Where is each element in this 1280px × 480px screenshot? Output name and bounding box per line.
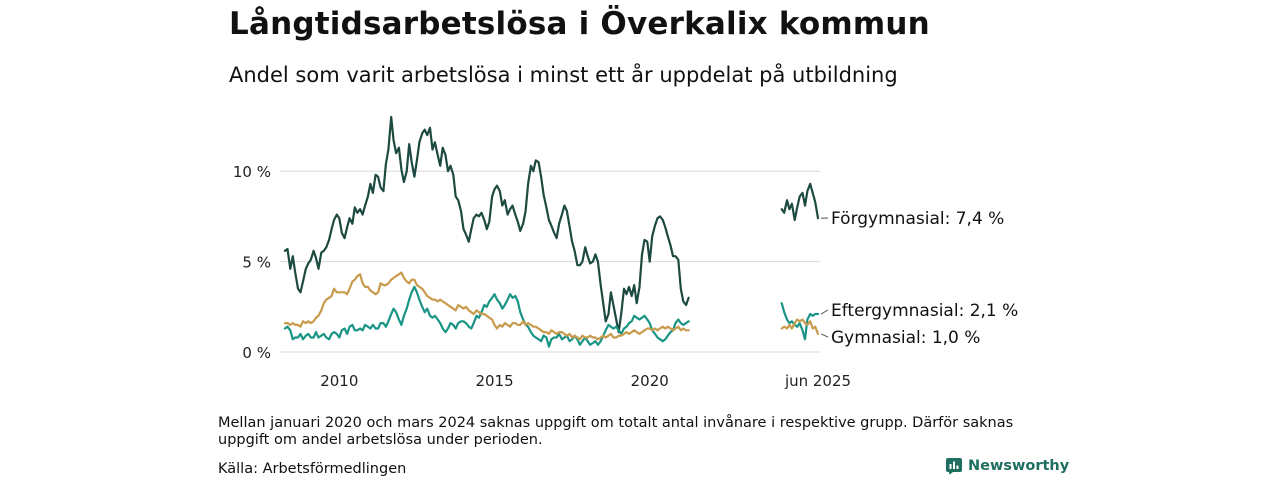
- x-tick-label: 2015: [475, 372, 513, 390]
- brand-name: Newsworthy: [968, 458, 1070, 474]
- series-line-förgymnasial-0: [283, 115, 690, 334]
- x-tick-label: jun 2025: [784, 372, 851, 390]
- chart-subtitle: Andel som varit arbetslösa i minst ett å…: [229, 63, 898, 87]
- source-text: Källa: Arbetsförmedlingen: [218, 461, 407, 477]
- series-line-eftergymnasial-0: [283, 285, 690, 348]
- x-tick-label: 2020: [631, 372, 669, 390]
- x-tick-label: 2010: [320, 372, 358, 390]
- series-line-eftergymnasial-1: [780, 302, 820, 341]
- end-label-leader: [820, 333, 829, 338]
- end-label-eftergymnasial: Eftergymnasial: 2,1 %: [831, 301, 1018, 321]
- footnote: Mellan januari 2020 och mars 2024 saknas…: [218, 415, 1014, 448]
- brand-logo[interactable]: Newsworthy: [946, 458, 1069, 474]
- series-lines: [283, 115, 820, 348]
- chart-title: Långtidsarbetslösa i Överkalix kommun: [229, 6, 930, 42]
- y-tick-label: 0 %: [242, 344, 271, 362]
- end-label-förgymnasial: Förgymnasial: 7,4 %: [831, 209, 1004, 229]
- axis-labels: 0 % 5 % 10 % 2010 2015 2020 jun 2025: [233, 163, 851, 390]
- y-tick-label: 5 %: [242, 254, 271, 272]
- y-tick-label: 10 %: [233, 163, 271, 181]
- series-end-labels: Förgymnasial: 7,4 % Eftergymnasial: 2,1 %…: [820, 209, 1018, 348]
- line-chart: 0 % 5 % 10 % 2010 2015 2020 jun 2025 Förgymnas…: [233, 115, 1018, 390]
- end-label-gymnasial: Gymnasial: 1,0 %: [831, 328, 980, 348]
- newsworthy-logo-icon: [946, 458, 962, 474]
- series-line-gymnasial-1: [780, 318, 820, 335]
- series-line-gymnasial-0: [283, 271, 690, 341]
- series-line-förgymnasial-1: [780, 182, 820, 222]
- end-label-leader: [820, 309, 829, 315]
- grid-lines: [280, 170, 820, 353]
